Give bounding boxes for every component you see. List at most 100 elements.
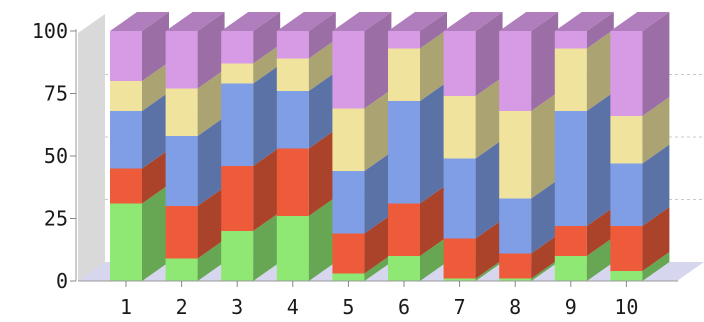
- bar-segment: [499, 259, 559, 281]
- bar-segment: [554, 237, 614, 281]
- bar-front: [610, 116, 643, 164]
- bar-top: [165, 12, 225, 31]
- bar-segment: [276, 72, 336, 149]
- bar-front: [165, 136, 198, 206]
- bar-segment: [388, 82, 447, 204]
- bar-segment: [332, 254, 392, 281]
- bar-side: [253, 212, 281, 281]
- bar-segment: [221, 12, 281, 64]
- bar-segment: [388, 184, 447, 256]
- bar-stack: [276, 12, 336, 281]
- bar-front: [110, 168, 142, 204]
- bar-segment: [332, 152, 392, 234]
- bar-side: [531, 12, 559, 111]
- bar-front: [499, 31, 532, 111]
- bar-segment: [499, 179, 559, 254]
- bar-front: [165, 258, 198, 281]
- bar-segment: [554, 92, 614, 226]
- bar-front: [388, 256, 420, 281]
- bar-stack: [610, 12, 670, 281]
- bar-side: [197, 69, 225, 136]
- bars: [110, 12, 670, 281]
- bar-segment: [332, 214, 392, 274]
- bar-front: [554, 31, 587, 49]
- bar-side: [197, 187, 225, 259]
- bar-stack: [165, 12, 225, 281]
- x-tick-label: 4: [287, 295, 299, 319]
- bar-front: [443, 238, 476, 279]
- bar-front: [332, 273, 365, 281]
- bar-segment: [276, 197, 336, 281]
- x-tick-label: 7: [454, 295, 466, 319]
- bar-side: [586, 237, 614, 281]
- bar-front: [276, 216, 309, 281]
- bar-side: [364, 254, 392, 281]
- x-tick-label: 9: [565, 295, 577, 319]
- y-axis: 0 25 50 75 100: [32, 19, 77, 293]
- bar-front: [554, 226, 587, 256]
- bar-stack: [110, 12, 169, 281]
- bar-front: [165, 206, 198, 259]
- bar-side: [142, 184, 169, 281]
- bar-side: [308, 197, 336, 281]
- bar-side: [197, 12, 225, 89]
- bar-segment: [443, 259, 503, 281]
- bar-side: [364, 89, 392, 171]
- x-tick-label: 8: [509, 295, 521, 319]
- bar-segment: [388, 237, 447, 281]
- bar-side: [475, 259, 503, 281]
- bar-front: [554, 111, 587, 226]
- bar-segment: [443, 12, 503, 96]
- bar-segment: [554, 12, 614, 49]
- bar-top: [443, 12, 503, 31]
- bar-front: [221, 231, 254, 281]
- bar-segment: [554, 29, 614, 111]
- bar-segment: [221, 44, 281, 84]
- bar-front: [610, 271, 643, 281]
- bar-segment: [443, 139, 503, 239]
- bar-side: [308, 39, 336, 91]
- bar-side: [420, 12, 447, 49]
- bar-front: [443, 158, 476, 239]
- bar-side: [142, 62, 169, 111]
- bar-side: [142, 92, 169, 169]
- bar-stack: [443, 12, 503, 281]
- bar-front: [221, 63, 254, 84]
- bar-top: [276, 12, 336, 31]
- bar-front: [499, 278, 532, 281]
- x-tick-label: 6: [398, 295, 410, 319]
- bar-front: [554, 256, 587, 281]
- bar-side: [586, 29, 614, 111]
- bar-segment: [110, 149, 169, 204]
- y-tick-label: 0: [56, 269, 68, 293]
- bar-side: [364, 214, 392, 274]
- bar-segment: [443, 219, 503, 279]
- bar-side: [420, 184, 447, 256]
- bar-front: [499, 253, 532, 279]
- bar-side: [142, 149, 169, 204]
- bar-side: [420, 82, 447, 204]
- bar-front: [221, 166, 254, 231]
- bar-side: [253, 64, 281, 166]
- bar-side: [475, 77, 503, 159]
- bar-front: [110, 81, 142, 111]
- bar-side: [253, 44, 281, 84]
- bar-front: [276, 91, 309, 149]
- bar-side: [142, 12, 169, 81]
- bar-front: [165, 88, 198, 136]
- bar-front: [610, 226, 643, 271]
- bar-front: [388, 203, 420, 256]
- y-tick-label: 50: [44, 144, 68, 168]
- bar-front: [499, 198, 532, 254]
- bar-front: [499, 111, 532, 199]
- bar-segment: [388, 29, 447, 101]
- bar-front: [443, 96, 476, 159]
- bar-segment: [221, 64, 281, 166]
- bar-segment: [610, 144, 670, 226]
- bar-front: [332, 171, 365, 234]
- bar-stack: [221, 12, 281, 281]
- bar-segment: [110, 184, 169, 281]
- bar-side: [531, 92, 559, 199]
- bar-side: [642, 97, 670, 164]
- bar-segment: [110, 62, 169, 111]
